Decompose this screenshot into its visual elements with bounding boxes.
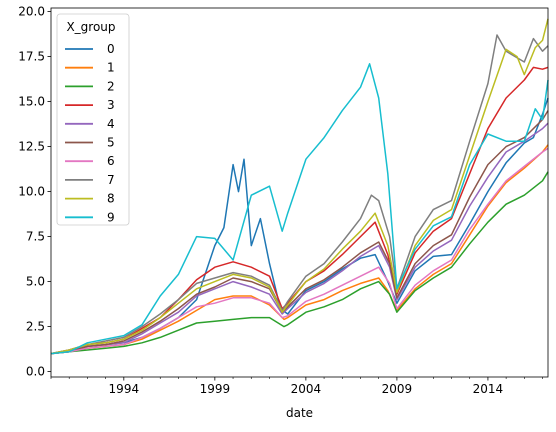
legend-item-8: 8: [65, 192, 115, 206]
legend-item-4: 4: [65, 117, 115, 131]
plot-frame: [50, 7, 549, 378]
series-line-7: [50, 34, 549, 355]
x-tick-label: 1999: [200, 382, 231, 396]
legend-item-5: 5: [65, 136, 115, 150]
legend-item-7: 7: [65, 173, 115, 187]
legend-box: [56, 13, 130, 226]
legend-item-0: 0: [65, 42, 115, 56]
legend-label: 6: [107, 154, 115, 168]
y-tick-label: 15.0: [18, 95, 45, 109]
legend-label: 3: [107, 98, 115, 112]
series-line-5: [50, 110, 549, 355]
legend-label: 7: [107, 173, 115, 187]
series-line-2: [50, 171, 549, 355]
y-tick-label: 12.5: [18, 140, 45, 154]
y-tick-label: 0.0: [26, 365, 45, 379]
series-line-1: [50, 144, 549, 355]
legend-label: 0: [107, 42, 115, 56]
legend-label: 4: [107, 117, 115, 131]
legend-label: 9: [107, 210, 115, 224]
y-axis-ticks: 0.0 2.5 5.0 7.5 10.0 12.5 15.0 17.5 20.0: [18, 5, 51, 379]
axes: [50, 7, 549, 378]
y-tick-label: 10.0: [18, 185, 45, 199]
series-line-8: [50, 18, 549, 355]
legend-label: 1: [107, 61, 115, 75]
x-tick-label: 2009: [382, 382, 413, 396]
y-tick-label: 5.0: [26, 275, 45, 289]
legend-label: 8: [107, 192, 115, 206]
legend-item-9: 9: [65, 210, 115, 224]
x-tick-label: 1994: [109, 382, 140, 396]
legend-item-2: 2: [65, 79, 115, 93]
legend-label: 5: [107, 136, 115, 150]
x-tick-label: 2014: [473, 382, 504, 396]
legend-item-3: 3: [65, 98, 115, 112]
series-line-9: [50, 63, 549, 355]
x-axis-ticks: 1994 1999 2004 2009 2014: [50, 377, 543, 396]
legend-label: 2: [107, 79, 115, 93]
legend-title: X_group: [66, 20, 115, 34]
y-tick-label: 17.5: [18, 50, 45, 64]
legend: X_group 0 1 2 3 4 5 6 7 8 9: [56, 13, 130, 226]
y-tick-label: 7.5: [26, 230, 45, 244]
legend-item-6: 6: [65, 154, 115, 168]
series-lines: [50, 18, 549, 355]
x-tick-label: 2004: [291, 382, 322, 396]
y-tick-label: 2.5: [26, 320, 45, 334]
series-line-4: [50, 122, 549, 355]
x-axis-label: date: [286, 406, 313, 420]
y-tick-label: 20.0: [18, 5, 45, 19]
series-line-6: [50, 147, 549, 355]
legend-item-1: 1: [65, 61, 115, 75]
